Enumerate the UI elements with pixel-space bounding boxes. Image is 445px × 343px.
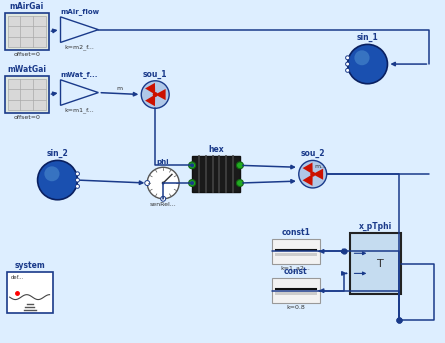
Circle shape xyxy=(37,161,77,200)
Text: phi: phi xyxy=(157,159,170,165)
Text: sin_1: sin_1 xyxy=(357,33,378,43)
Circle shape xyxy=(236,162,243,169)
Text: T: T xyxy=(377,259,384,269)
Text: hex: hex xyxy=(208,144,224,154)
FancyBboxPatch shape xyxy=(275,253,317,256)
FancyBboxPatch shape xyxy=(350,233,401,294)
Circle shape xyxy=(354,50,369,65)
Text: x_pTphi: x_pTphi xyxy=(359,222,392,231)
Circle shape xyxy=(44,166,60,181)
Text: const1: const1 xyxy=(281,228,310,237)
Text: k=0.8: k=0.8 xyxy=(287,305,305,310)
Circle shape xyxy=(162,181,165,185)
Polygon shape xyxy=(313,168,323,180)
Polygon shape xyxy=(61,17,98,43)
Text: offset=0: offset=0 xyxy=(13,52,40,57)
Text: const: const xyxy=(284,268,307,276)
Text: mAirGai: mAirGai xyxy=(9,2,44,11)
Circle shape xyxy=(346,68,350,72)
FancyBboxPatch shape xyxy=(272,239,320,264)
Circle shape xyxy=(145,180,150,186)
Polygon shape xyxy=(61,80,98,105)
Circle shape xyxy=(346,56,350,60)
Text: k=m2_f...: k=m2_f... xyxy=(65,44,94,50)
Polygon shape xyxy=(303,174,313,186)
Text: sou_1: sou_1 xyxy=(143,70,167,79)
Circle shape xyxy=(141,81,169,108)
FancyBboxPatch shape xyxy=(8,16,45,47)
Text: m...: m... xyxy=(315,164,327,169)
FancyBboxPatch shape xyxy=(275,292,317,295)
Circle shape xyxy=(161,196,166,201)
Polygon shape xyxy=(145,95,155,106)
Circle shape xyxy=(153,92,158,97)
Polygon shape xyxy=(303,163,313,174)
Circle shape xyxy=(346,62,350,66)
FancyBboxPatch shape xyxy=(8,79,45,110)
Circle shape xyxy=(189,180,196,187)
Circle shape xyxy=(189,162,196,169)
Circle shape xyxy=(299,161,327,188)
Circle shape xyxy=(76,185,80,188)
Text: senRel...: senRel... xyxy=(150,202,177,207)
Circle shape xyxy=(310,172,315,177)
Circle shape xyxy=(190,163,194,167)
FancyBboxPatch shape xyxy=(192,156,240,192)
Circle shape xyxy=(147,167,179,199)
Polygon shape xyxy=(145,83,155,95)
Text: k=1_a2...: k=1_a2... xyxy=(281,265,311,271)
FancyBboxPatch shape xyxy=(5,13,49,50)
Text: m: m xyxy=(117,86,123,91)
Text: mAir_flow: mAir_flow xyxy=(60,8,99,15)
Text: sou_2: sou_2 xyxy=(300,149,325,158)
Text: offset=0: offset=0 xyxy=(13,115,40,120)
Text: system: system xyxy=(14,261,45,270)
Circle shape xyxy=(348,44,388,84)
Text: def...: def... xyxy=(11,275,24,281)
FancyBboxPatch shape xyxy=(5,76,49,113)
Circle shape xyxy=(76,172,80,176)
Text: mWatGai: mWatGai xyxy=(7,65,46,74)
Circle shape xyxy=(190,181,194,185)
FancyBboxPatch shape xyxy=(272,279,320,303)
Text: k=m1_f...: k=m1_f... xyxy=(65,107,94,113)
FancyBboxPatch shape xyxy=(7,272,53,313)
Circle shape xyxy=(76,178,80,182)
Polygon shape xyxy=(155,89,166,100)
Text: mWat_f...: mWat_f... xyxy=(61,71,98,78)
Text: sin_2: sin_2 xyxy=(47,149,69,158)
Circle shape xyxy=(236,180,243,187)
